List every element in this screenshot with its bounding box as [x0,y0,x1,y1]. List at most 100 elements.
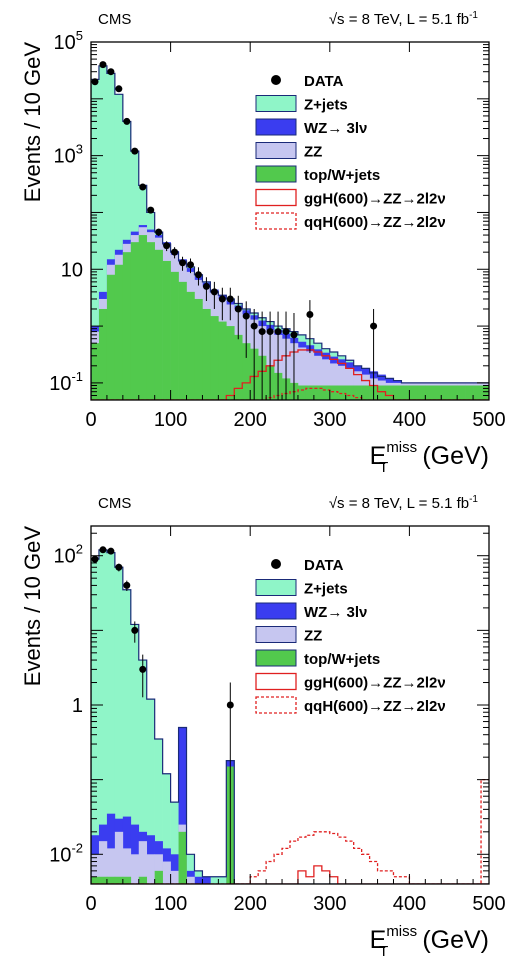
top-bar [122,252,132,400]
data-point [99,61,107,69]
x-label-sup: miss [386,439,417,456]
wz-bar [194,876,203,884]
lumi-text: √s = 8 TeV, L = 5.1 fb [329,11,469,28]
data-point [139,183,147,191]
top-bar [441,385,450,400]
data-point [234,305,242,313]
zz-bar [162,861,171,884]
data-point [123,117,131,125]
x-axis-label: Emiss T (GeV) [370,439,489,476]
y-tick-base: 10 [61,259,83,281]
legend-zjets-swatch [255,95,297,112]
zjets-bar [154,739,163,884]
zjets-bar [114,94,124,400]
top-bar [465,385,474,400]
legend-entry-label: ggH(600)→ZZ→2l2ν [304,675,446,692]
top-bar [91,876,100,884]
plot-area [91,61,489,400]
data-point [155,228,163,236]
top-bar [138,876,148,884]
stack-outline [91,65,489,400]
qqh-signal-line [91,778,489,884]
y-tick-label: 1 [72,695,83,717]
top-bar [210,316,219,400]
legend-marker [271,559,281,569]
top-bar [329,385,339,400]
zjets-bar [186,854,195,884]
data-point [107,547,115,555]
legend-top-swatch [255,165,297,183]
top-bar [202,308,211,400]
zjets-bar [91,79,100,400]
top-bar [146,242,155,400]
x-label-main: E [370,442,387,470]
zjets-bar [106,552,116,884]
legend-entry-label: ggH(600)→ZZ→2l2ν [304,191,446,208]
y-tick-exponent: -1 [71,369,83,384]
top-bar [313,385,323,400]
y-tick-base: 10 [49,844,71,866]
top-bar [154,249,163,400]
x-label-unit: (GeV) [422,442,489,470]
x-tick-label: 0 [85,409,96,431]
data-point [266,328,274,336]
data-point [202,282,210,290]
zjets-bar [122,589,132,884]
lumi-exponent: -1 [469,10,478,21]
legend-entry-label: ZZ [304,144,322,161]
wz-bar [178,727,187,884]
qqh-signal-line [91,387,489,400]
legend-entry-label: WZ→ 3lν [304,604,367,621]
x-tick-label: 0 [85,893,96,915]
zjets-bar [130,624,140,884]
legend-marker [271,75,281,85]
x-tick-label: 300 [313,409,346,431]
x-tick-label: 400 [393,409,426,431]
legend-zjets-swatch [255,579,297,596]
top-bar [393,385,402,400]
zjets-bar [98,549,108,884]
top-bar [457,385,466,400]
top-bar [321,385,331,400]
data-point [226,295,234,303]
cms-label: CMS [98,11,131,28]
top-bar [138,235,148,400]
zz-bar [98,841,108,884]
zz-bar [305,351,315,400]
lumi-label: √s = 8 TeV, L = 5.1 fb-1 [329,494,479,512]
data-point [99,546,107,554]
y-tick-label: 10 [61,259,83,281]
data-point [187,261,194,269]
x-tick-label: 500 [472,893,505,915]
y-tick-base: 10 [54,146,76,168]
y-tick-base: 10 [54,546,76,568]
x-tick-label: 500 [472,409,505,431]
top-bar [154,870,163,884]
legend-qqh-swatch [255,212,297,230]
zz-bar [130,854,140,884]
y-tick-label: 105 [54,28,83,54]
x-axis-label: Emiss T (GeV) [370,923,489,956]
zz-bar [313,355,323,400]
data-point [139,665,147,673]
y-axis-label: Events / 10 GeV [20,526,45,687]
y-tick-label: 10-2 [49,840,83,866]
x-label-sub: T [379,459,388,476]
zjets-bar [138,660,148,884]
zz-bar [345,368,354,400]
top-bar [433,385,442,400]
legend-top-swatch [255,649,297,667]
data-point [258,328,266,336]
legend-ggh-swatch [255,672,297,691]
wz-bar [170,854,179,884]
top-bar [114,876,124,884]
top-bar [473,385,482,400]
x-label-sub: T [379,943,388,956]
y-tick-label: 102 [54,542,83,568]
legend-ggh-swatch [255,188,297,207]
data-point [147,206,155,214]
top-bar [297,385,307,400]
zjets-bar [114,567,124,884]
zz-bar [114,831,124,884]
